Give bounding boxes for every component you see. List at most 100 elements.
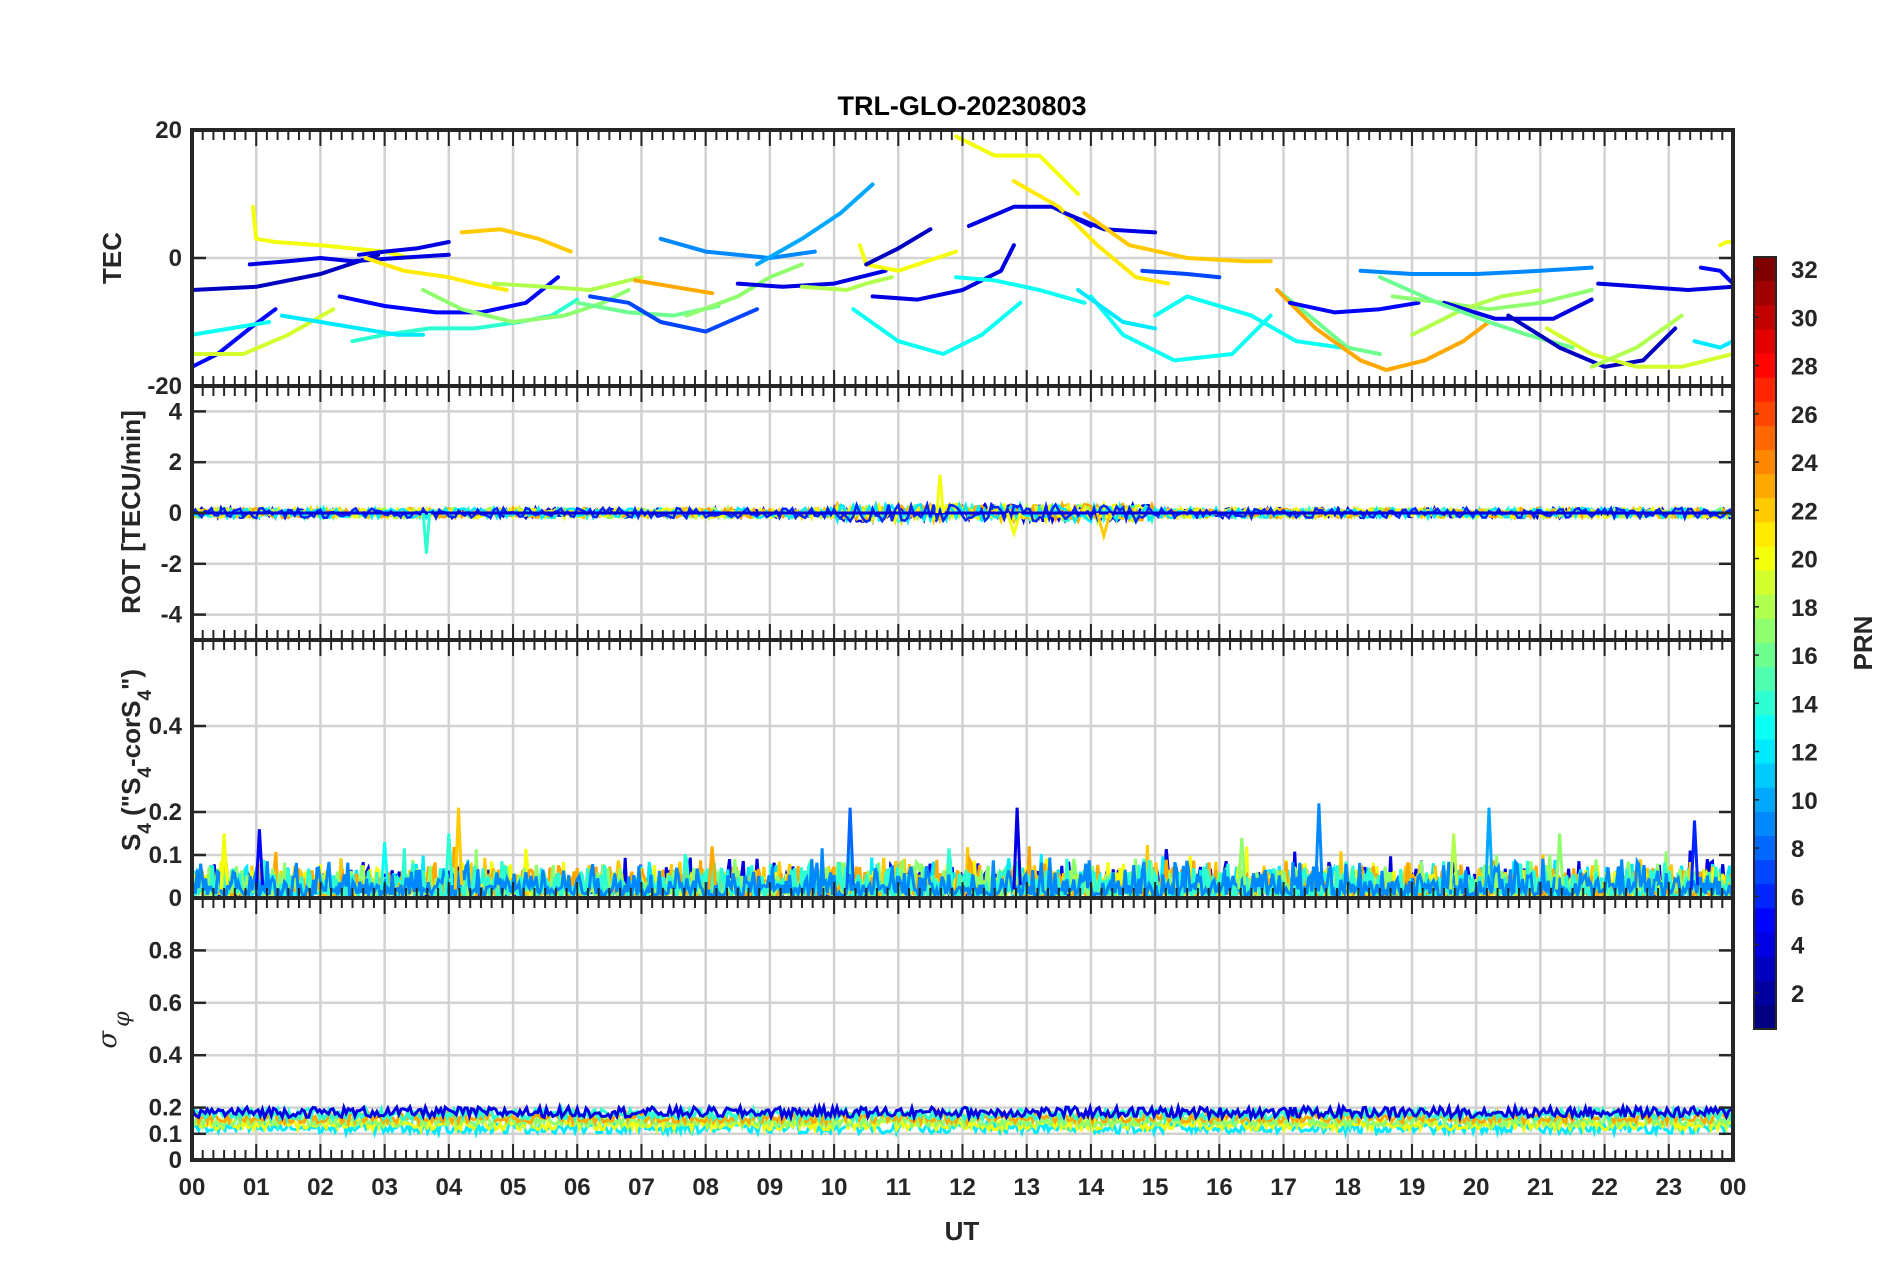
colorbar-cell bbox=[1754, 281, 1776, 306]
sigma-phi-series-line bbox=[192, 1101, 1733, 1124]
y-tick-label: 4 bbox=[169, 398, 183, 425]
rot-ticks bbox=[191, 386, 1734, 640]
sigma-phi-y-tick-labels: 0.8 0.6 0.4 0.20.10 bbox=[149, 937, 183, 1174]
colorbar-tick-labels: 32 30 28 26 24 22 20 18 16 14 12 10 8 6 4 2 bbox=[1754, 257, 1818, 1008]
colorbar-cell bbox=[1754, 932, 1776, 958]
y-tick-label: 0 bbox=[169, 500, 182, 527]
colorbar-tick-label: 16 bbox=[1791, 643, 1818, 670]
s4-peak-line bbox=[1689, 820, 1700, 890]
colorbar-cell bbox=[1754, 474, 1776, 499]
x-tick-label: 13 bbox=[1013, 1174, 1040, 1201]
tec-series-line bbox=[1410, 288, 1543, 337]
x-tick-label: 15 bbox=[1142, 1174, 1169, 1201]
tec-series-line bbox=[192, 252, 381, 292]
rot-panel: 4 2 0 -2 -4 ROT [TECU/min] bbox=[116, 384, 1735, 642]
s4-peak-line bbox=[1554, 833, 1565, 890]
tec-series-line bbox=[1275, 288, 1491, 372]
x-tick-label: 18 bbox=[1334, 1174, 1361, 1201]
x-tick-label: 09 bbox=[757, 1174, 784, 1201]
colorbar-tick-label: 32 bbox=[1791, 257, 1818, 284]
x-tick-labels: 00 01 02 03 04 05 06 07 08 09 10 11 12 13 14 15 16 17 18 19… bbox=[179, 1174, 1747, 1201]
tec-series-line bbox=[1698, 265, 1733, 286]
tec-series-line bbox=[1506, 313, 1678, 369]
s4-peak-line bbox=[1012, 807, 1022, 890]
colorbar-cell bbox=[1754, 860, 1776, 885]
colorbar-cell bbox=[1754, 425, 1776, 451]
tec-series-line bbox=[755, 182, 875, 267]
colorbar-tick-label: 22 bbox=[1791, 498, 1818, 525]
rot-series-line bbox=[421, 512, 432, 554]
tec-series-line bbox=[192, 320, 272, 337]
tec-series-line bbox=[356, 240, 451, 257]
tec-series-line bbox=[954, 134, 1081, 196]
colorbar-cell bbox=[1754, 884, 1776, 909]
x-tick-label: 16 bbox=[1206, 1174, 1233, 1201]
tec-series-line bbox=[1718, 240, 1733, 248]
tec-series-line bbox=[633, 278, 715, 296]
colorbar-cell bbox=[1754, 329, 1776, 355]
colorbar-tick-label: 28 bbox=[1791, 354, 1818, 381]
tec-series-line bbox=[363, 256, 509, 292]
colorbar-cell bbox=[1754, 811, 1776, 837]
sigma-phi-axes-box bbox=[190, 896, 1735, 1162]
colorbar-tick-label: 24 bbox=[1791, 450, 1818, 477]
s4-peak-line bbox=[444, 833, 454, 890]
y-tick-label: -2 bbox=[161, 551, 182, 578]
tec-series-line bbox=[459, 227, 573, 254]
s4-peak-line bbox=[845, 807, 855, 890]
colorbar-cells bbox=[1754, 257, 1776, 1030]
tec-series-line bbox=[1288, 300, 1421, 315]
colorbar-tick-label: 2 bbox=[1791, 981, 1804, 1008]
x-tick-label: 14 bbox=[1078, 1174, 1105, 1201]
tec-series-line bbox=[279, 313, 426, 337]
colorbar-cell bbox=[1754, 980, 1776, 1006]
x-tick-label: 19 bbox=[1399, 1174, 1426, 1201]
colorbar-cell bbox=[1754, 353, 1776, 379]
x-tick-label: 06 bbox=[564, 1174, 591, 1201]
x-tick-label: 12 bbox=[949, 1174, 976, 1201]
s4-peak-line bbox=[1237, 837, 1247, 890]
y-tick-label: 0.1 bbox=[149, 1121, 182, 1148]
tec-series-line bbox=[491, 275, 644, 292]
sigma-phi-y-axis-label: σφ bbox=[93, 1011, 135, 1049]
tec-series-line bbox=[1358, 265, 1594, 276]
x-tick-label: 22 bbox=[1591, 1174, 1618, 1201]
x-tick-label: 08 bbox=[692, 1174, 719, 1201]
tec-series-line bbox=[1390, 288, 1594, 312]
y-tick-label: 0.2 bbox=[149, 1095, 182, 1122]
s4-peak-line bbox=[379, 841, 390, 890]
tec-panel: 20 0 -20 TEC bbox=[97, 117, 1735, 400]
colorbar-tick-label: 8 bbox=[1791, 836, 1804, 863]
x-tick-label: 02 bbox=[307, 1174, 334, 1201]
y-tick-label: 0.4 bbox=[149, 1042, 183, 1069]
colorbar-cell bbox=[1754, 618, 1776, 644]
s4-peak-line bbox=[453, 807, 464, 890]
rot-series-line bbox=[935, 474, 945, 514]
y-tick-label: 0.4 bbox=[149, 713, 183, 740]
colorbar-tick-label: 14 bbox=[1791, 691, 1818, 718]
rot-series-line bbox=[1005, 512, 1022, 539]
colorbar-cell bbox=[1754, 1004, 1776, 1030]
y-tick-label: 0 bbox=[169, 1147, 182, 1174]
colorbar-cell bbox=[1754, 739, 1776, 765]
rot-series bbox=[192, 474, 1733, 554]
s4-y-tick-labels: 0.4 0.2 0.1 0 bbox=[149, 713, 183, 912]
colorbar-cell bbox=[1754, 908, 1776, 934]
colorbar-cell bbox=[1754, 450, 1776, 475]
tec-series-line bbox=[588, 294, 759, 334]
colorbar-tick-label: 6 bbox=[1791, 884, 1804, 911]
tec-series-line bbox=[800, 275, 894, 292]
colorbar-tick-label: 30 bbox=[1791, 305, 1818, 332]
colorbar-cell bbox=[1754, 691, 1776, 716]
tec-series-line bbox=[1011, 179, 1170, 286]
tec-series-line bbox=[1076, 288, 1158, 331]
tec-y-tick-labels: 20 0 -20 bbox=[147, 117, 182, 400]
tec-series-line bbox=[1140, 268, 1222, 280]
y-tick-label: -20 bbox=[147, 373, 182, 400]
tec-series-line bbox=[954, 275, 1087, 305]
colorbar-tick-label: 12 bbox=[1791, 740, 1818, 767]
x-tick-label: 11 bbox=[886, 1174, 911, 1201]
x-tick-label: 21 bbox=[1527, 1174, 1554, 1201]
x-tick-label: 04 bbox=[435, 1174, 462, 1201]
rot-series-line bbox=[1095, 512, 1112, 542]
